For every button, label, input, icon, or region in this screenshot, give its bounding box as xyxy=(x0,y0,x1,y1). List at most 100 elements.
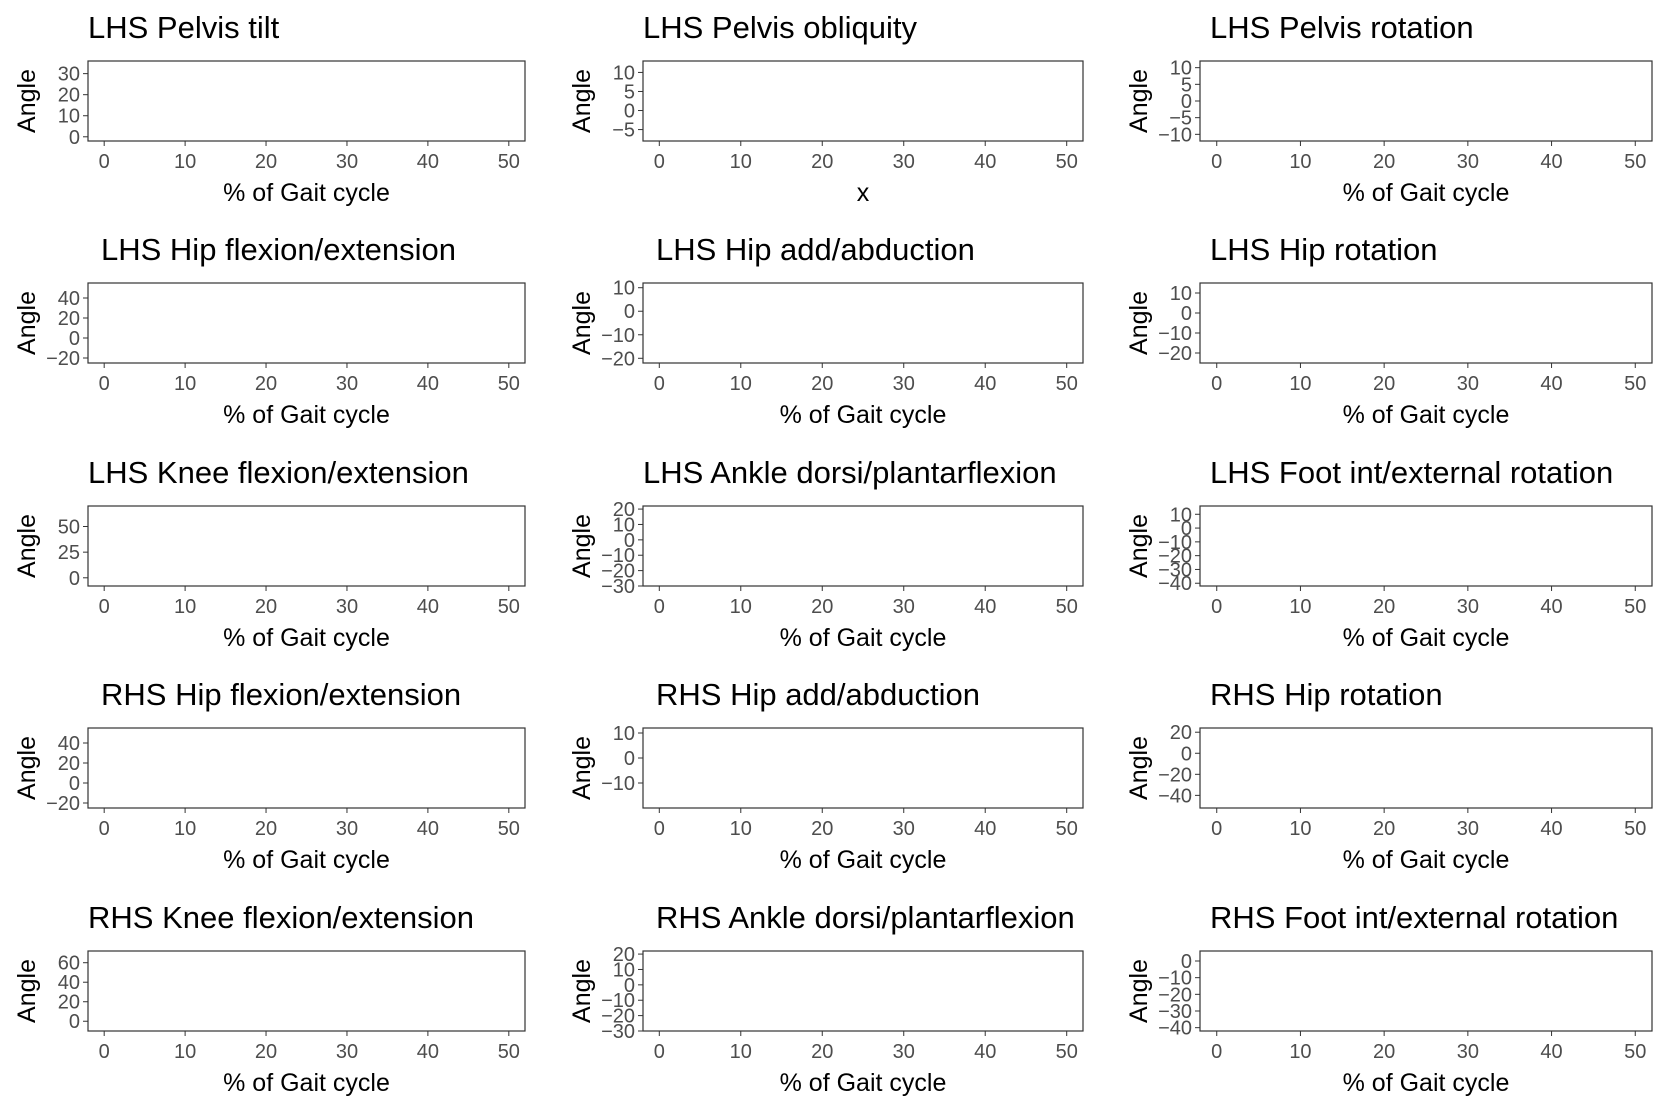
y-tick-label: 0 xyxy=(624,975,635,997)
x-tick-label: 0 xyxy=(654,151,665,173)
y-axis-label: Angle xyxy=(568,69,596,133)
x-tick-label: 50 xyxy=(1056,1041,1078,1063)
y-axis-label: Angle xyxy=(1125,736,1153,800)
x-tick-label: 0 xyxy=(654,818,665,840)
y-tick-label: 0 xyxy=(624,101,635,123)
x-tick-label: 40 xyxy=(417,151,439,173)
x-tick-label: 20 xyxy=(255,818,277,840)
panel-border xyxy=(642,727,1084,809)
panel-title: LHS Pelvis rotation xyxy=(1210,10,1474,45)
x-tick-label: 0 xyxy=(99,818,110,840)
panel-title: LHS Knee flexion/extension xyxy=(88,455,469,490)
x-axis-label: % of Gait cycle xyxy=(780,401,947,429)
y-axis-label: Angle xyxy=(13,514,41,578)
x-tick-label: 10 xyxy=(730,1041,752,1063)
x-tick-label: 0 xyxy=(1211,151,1222,173)
y-tick-label: 0 xyxy=(624,748,635,770)
x-axis-label: % of Gait cycle xyxy=(223,401,390,429)
y-tick-label: 20 xyxy=(58,308,80,330)
y-tick-label: −10 xyxy=(1158,532,1192,554)
x-tick-label: 10 xyxy=(174,151,196,173)
y-tick-label: −10 xyxy=(601,325,635,347)
x-tick-label: 20 xyxy=(255,1041,277,1063)
y-tick-label: −20 xyxy=(1158,764,1192,786)
x-tick-label: 50 xyxy=(498,818,520,840)
x-tick-label: 10 xyxy=(1289,818,1311,840)
y-tick-label: 20 xyxy=(58,992,80,1014)
panel-4: LHS Hip flexion/extension Angle % of Gait … xyxy=(13,232,526,429)
x-tick-label: 30 xyxy=(336,596,358,618)
x-axis-label: % of Gait cycle xyxy=(223,1069,390,1097)
y-axis-label: Angle xyxy=(1125,69,1153,133)
y-axis-label: Angle xyxy=(568,514,596,578)
x-tick-label: 40 xyxy=(974,1041,996,1063)
x-tick-label: 30 xyxy=(893,373,915,395)
y-tick-label: −20 xyxy=(1158,546,1192,568)
x-tick-label: 10 xyxy=(174,818,196,840)
y-tick-label: −20 xyxy=(601,1006,635,1028)
x-axis-label: % of Gait cycle xyxy=(1343,624,1510,652)
x-axis-label: % of Gait cycle xyxy=(223,624,390,652)
y-tick-label: 5 xyxy=(1181,74,1192,96)
panel-title: LHS Hip rotation xyxy=(1210,232,1437,267)
x-tick-label: 0 xyxy=(1211,1041,1222,1063)
x-tick-label: 20 xyxy=(811,596,833,618)
panel-border xyxy=(642,60,1084,142)
y-tick-label: 30 xyxy=(58,64,80,86)
y-tick-label: 40 xyxy=(58,288,80,310)
panel-11: RHS Hip add/abduction Angle % of Gait cycl… xyxy=(568,677,1084,874)
panel-border xyxy=(87,60,526,142)
panel-title: RHS Knee flexion/extension xyxy=(88,900,474,935)
y-tick-label: −10 xyxy=(1158,968,1192,990)
panel-border xyxy=(1199,727,1653,809)
panel-border xyxy=(1199,505,1653,587)
x-tick-label: 0 xyxy=(99,151,110,173)
y-tick-label: 25 xyxy=(58,542,80,564)
panel-title: RHS Foot int/external rotation xyxy=(1210,900,1618,935)
x-axis-label: % of Gait cycle xyxy=(1343,846,1510,874)
y-tick-label: −20 xyxy=(601,348,635,370)
panel-border xyxy=(87,727,526,809)
panel-12: RHS Hip rotation Angle % of Gait cycle 0 10 2… xyxy=(1125,677,1653,874)
x-axis-label: x xyxy=(857,179,870,207)
panel-10: RHS Hip flexion/extension Angle % of Gait … xyxy=(13,677,526,874)
y-tick-label: −40 xyxy=(1158,785,1192,807)
y-tick-label: 0 xyxy=(624,301,635,323)
y-axis-label: Angle xyxy=(13,959,41,1023)
panel-title: RHS Hip rotation xyxy=(1210,677,1443,712)
x-tick-label: 40 xyxy=(417,818,439,840)
y-tick-label: −10 xyxy=(601,545,635,567)
panel-border xyxy=(642,950,1084,1032)
y-tick-label: −10 xyxy=(1158,124,1192,146)
x-tick-label: 10 xyxy=(174,373,196,395)
x-tick-label: 40 xyxy=(417,596,439,618)
x-tick-label: 10 xyxy=(1289,596,1311,618)
x-tick-label: 10 xyxy=(1289,373,1311,395)
y-axis-label: Angle xyxy=(1125,514,1153,578)
x-axis-label: % of Gait cycle xyxy=(223,846,390,874)
x-tick-label: 40 xyxy=(974,151,996,173)
panel-title: LHS Ankle dorsi/plantarflexion xyxy=(643,455,1057,490)
x-tick-label: 30 xyxy=(1457,151,1479,173)
x-tick-label: 20 xyxy=(255,596,277,618)
y-tick-label: −30 xyxy=(1158,559,1192,581)
panel-13: RHS Knee flexion/extension Angle % of Gait… xyxy=(13,900,526,1097)
panel-7: LHS Knee flexion/extension Angle % of Gait… xyxy=(13,455,526,652)
x-tick-label: 40 xyxy=(417,1041,439,1063)
x-tick-label: 0 xyxy=(99,596,110,618)
panel-title: RHS Hip add/abduction xyxy=(656,677,980,712)
x-tick-label: 10 xyxy=(1289,1041,1311,1063)
y-tick-label: −10 xyxy=(601,990,635,1012)
y-tick-label: −40 xyxy=(1158,1018,1192,1040)
panel-border xyxy=(642,505,1084,587)
y-tick-label: 10 xyxy=(613,514,635,536)
x-tick-label: 0 xyxy=(1211,818,1222,840)
x-tick-label: 10 xyxy=(730,818,752,840)
y-tick-label: 0 xyxy=(69,773,80,795)
x-tick-label: 10 xyxy=(1289,151,1311,173)
y-tick-label: −30 xyxy=(601,576,635,598)
y-tick-label: −10 xyxy=(601,773,635,795)
x-tick-label: 40 xyxy=(1540,818,1562,840)
panel-3: LHS Pelvis rotation Angle % of Gait cycle 0… xyxy=(1125,10,1653,207)
panel-border xyxy=(642,282,1084,364)
